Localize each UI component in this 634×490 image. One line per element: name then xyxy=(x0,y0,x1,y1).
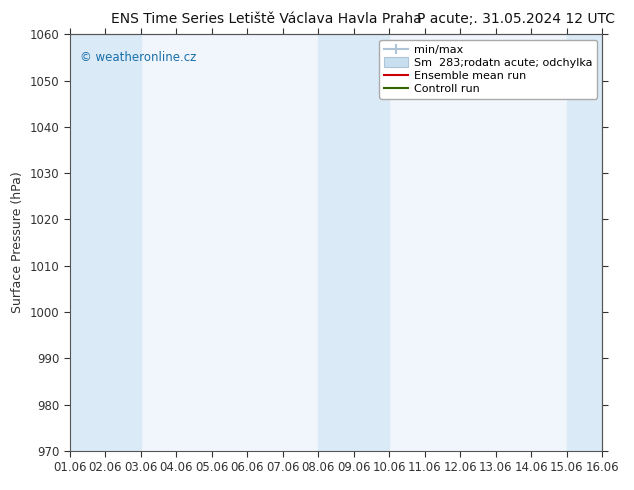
Bar xyxy=(70,34,141,451)
Text: © weatheronline.cz: © weatheronline.cz xyxy=(81,51,197,64)
Bar xyxy=(318,34,389,451)
Y-axis label: Surface Pressure (hPa): Surface Pressure (hPa) xyxy=(11,172,24,314)
Bar xyxy=(567,34,602,451)
Text: ENS Time Series Letiště Václava Havla Praha: ENS Time Series Letiště Václava Havla Pr… xyxy=(111,12,422,26)
Text: P acute;. 31.05.2024 12 UTC: P acute;. 31.05.2024 12 UTC xyxy=(417,12,615,26)
Legend: min/max, Sm  283;rodatn acute; odchylka, Ensemble mean run, Controll run: min/max, Sm 283;rodatn acute; odchylka, … xyxy=(379,40,597,98)
